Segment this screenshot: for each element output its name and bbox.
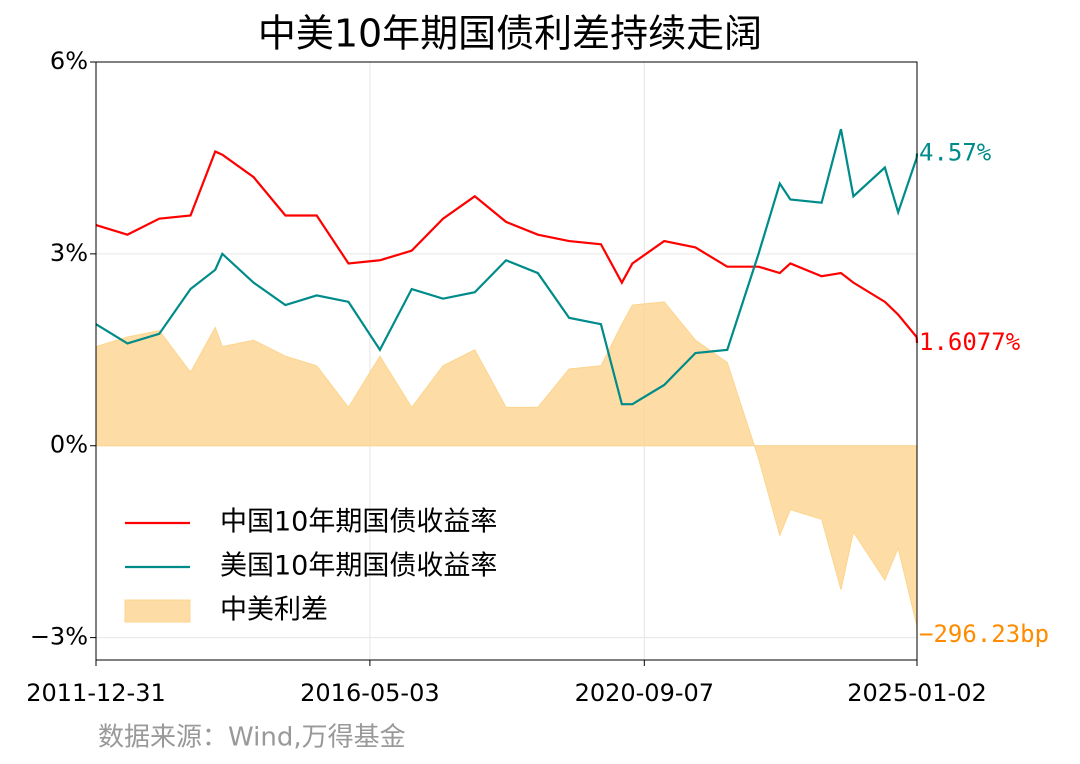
plot-frame [95, 61, 918, 661]
x-tick-label: 2011-12-31 [26, 679, 165, 707]
x-tick-label: 2025-01-02 [847, 679, 986, 707]
x-tick-label: 2016-05-03 [300, 679, 439, 707]
spread-area [95, 301, 918, 636]
legend-label: 美国10年期国债收益率 [220, 551, 497, 582]
legend-label: 中国10年期国债收益率 [220, 507, 497, 538]
series-line [95, 150, 919, 343]
y-tick-label: 3% [50, 239, 88, 267]
value-label: −296.23bp [919, 620, 1049, 648]
source-note: 数据来源：Wind,万得基金 [98, 723, 406, 753]
plot-data [95, 128, 919, 636]
value-label: 1.6077% [919, 328, 1021, 356]
y-tick-label: 6% [50, 47, 88, 75]
series-line [95, 128, 919, 406]
y-tick-label: −3% [30, 623, 88, 651]
chart-title: 中美10年期国债利差持续走阔 [258, 12, 762, 56]
legend-swatch [124, 599, 191, 623]
legend-label: 中美利差 [220, 595, 328, 626]
y-tick-label: 0% [50, 431, 88, 459]
x-tick-label: 2020-09-07 [575, 679, 714, 707]
value-label: 4.57% [919, 138, 992, 166]
